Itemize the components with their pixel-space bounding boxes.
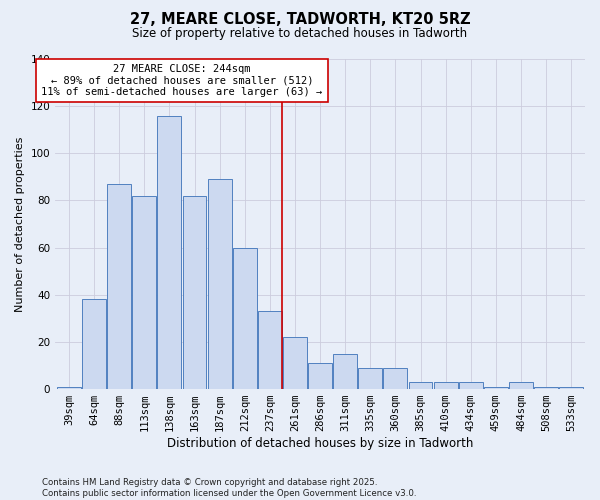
- Bar: [82, 300, 106, 389]
- Bar: [559, 386, 583, 389]
- Bar: [258, 312, 282, 389]
- Bar: [308, 363, 332, 389]
- Y-axis label: Number of detached properties: Number of detached properties: [15, 136, 25, 312]
- Bar: [383, 368, 407, 389]
- Bar: [157, 116, 181, 389]
- Bar: [534, 386, 558, 389]
- Bar: [509, 382, 533, 389]
- Bar: [484, 386, 508, 389]
- Bar: [283, 337, 307, 389]
- Bar: [333, 354, 357, 389]
- Bar: [107, 184, 131, 389]
- X-axis label: Distribution of detached houses by size in Tadworth: Distribution of detached houses by size …: [167, 437, 473, 450]
- Bar: [57, 386, 81, 389]
- Bar: [233, 248, 257, 389]
- Bar: [133, 196, 156, 389]
- Text: 27 MEARE CLOSE: 244sqm
← 89% of detached houses are smaller (512)
11% of semi-de: 27 MEARE CLOSE: 244sqm ← 89% of detached…: [41, 64, 323, 97]
- Bar: [459, 382, 482, 389]
- Text: Size of property relative to detached houses in Tadworth: Size of property relative to detached ho…: [133, 28, 467, 40]
- Text: Contains HM Land Registry data © Crown copyright and database right 2025.
Contai: Contains HM Land Registry data © Crown c…: [42, 478, 416, 498]
- Text: 27, MEARE CLOSE, TADWORTH, KT20 5RZ: 27, MEARE CLOSE, TADWORTH, KT20 5RZ: [130, 12, 470, 28]
- Bar: [182, 196, 206, 389]
- Bar: [409, 382, 433, 389]
- Bar: [358, 368, 382, 389]
- Bar: [434, 382, 458, 389]
- Bar: [208, 179, 232, 389]
